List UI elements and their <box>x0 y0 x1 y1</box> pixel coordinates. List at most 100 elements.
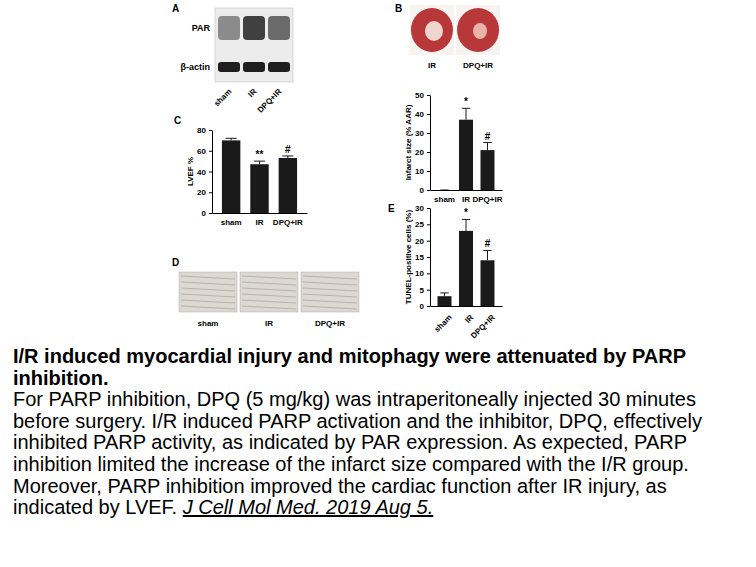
bar <box>438 190 452 191</box>
bar <box>459 120 473 190</box>
lane-label: DPQ+IR <box>256 87 284 115</box>
significance-mark: ** <box>256 149 264 160</box>
histology-label: sham <box>198 319 219 328</box>
heart-photo <box>456 5 500 55</box>
y-tick-mark <box>209 192 212 193</box>
error-stem <box>487 250 488 260</box>
error-bar <box>254 161 265 164</box>
bar-chart: **#020406080shamIRDPQ+IRLVEF % <box>186 126 308 227</box>
x-axis-line <box>213 213 308 214</box>
error-cap <box>483 250 491 251</box>
plot-marks <box>440 108 494 190</box>
par-band <box>218 16 240 40</box>
x-tick: IR <box>463 306 475 325</box>
histology-field <box>240 272 298 312</box>
tissue-fiber <box>303 294 357 297</box>
tissue-fiber <box>181 300 235 303</box>
error-bar <box>483 250 491 260</box>
y-tick-label: 30 <box>415 129 424 138</box>
x-tick-label: sham <box>433 313 454 334</box>
significance-mark: # <box>485 131 491 142</box>
x-tick: sham <box>221 213 242 227</box>
tissue-fiber <box>303 288 357 291</box>
error-cap <box>254 161 265 162</box>
photo-label: DPQ+IR <box>463 61 493 70</box>
x-tick-label: sham <box>221 218 242 227</box>
y-tick-label: 40 <box>415 110 424 119</box>
y-axis-title: Infarct size (% AAR) <box>404 104 413 180</box>
heart-slice <box>457 8 499 52</box>
tissue-fiber <box>181 276 235 279</box>
significance-mark: # <box>485 238 491 249</box>
x-tick: DPQ+IR <box>472 190 502 204</box>
blot <box>215 8 293 82</box>
caption-title: I/R induced myocardial injury and mitoph… <box>13 346 747 389</box>
heart-photo <box>410 5 454 55</box>
caption: I/R induced myocardial injury and mitoph… <box>13 346 747 519</box>
error-stem <box>466 108 467 119</box>
y-tick-label: 0 <box>420 186 425 195</box>
y-tick-mark <box>427 257 430 258</box>
error-cap <box>462 219 470 220</box>
y-axis: 01020304050 <box>415 91 430 195</box>
histology-label: DPQ+IR <box>315 319 345 328</box>
y-tick-mark <box>427 224 430 225</box>
y-axis-line <box>212 131 213 214</box>
tissue-fiber <box>303 282 357 285</box>
histology-field <box>301 272 359 312</box>
panel-letter: A <box>172 3 179 14</box>
y-tick: 20 <box>415 148 430 157</box>
y-tick: 20 <box>197 188 212 197</box>
y-tick: 30 <box>415 204 430 213</box>
y-tick: 10 <box>415 269 430 278</box>
histology-field <box>179 272 237 312</box>
y-tick-mark <box>427 273 430 274</box>
bar <box>250 164 268 213</box>
blot-membrane <box>215 8 293 82</box>
y-tick-mark <box>209 172 212 173</box>
tissue-fiber <box>303 306 357 309</box>
tissue-fiber <box>181 288 235 291</box>
panel-letter: B <box>395 3 402 14</box>
y-tick-label: 80 <box>197 126 206 135</box>
tissue-fiber <box>242 300 296 303</box>
bar <box>481 150 495 190</box>
error-stem <box>466 219 467 230</box>
y-tick-label: 50 <box>415 91 424 100</box>
y-axis-title: LVEF % <box>186 157 195 186</box>
significance-mark: # <box>285 144 291 155</box>
y-tick-label: 60 <box>197 147 206 156</box>
photo-frame <box>456 5 500 55</box>
blot-row-label: β-actin <box>181 62 211 72</box>
y-tick: 0 <box>420 186 430 195</box>
y-tick-label: 0 <box>202 209 207 218</box>
y-axis-line <box>430 96 431 191</box>
tissue-fiber <box>242 276 296 279</box>
y-tick-mark <box>427 114 430 115</box>
error-bar <box>440 293 448 296</box>
y-tick: 40 <box>197 168 212 177</box>
x-tick: IR <box>256 213 264 227</box>
y-tick-mark <box>427 241 430 242</box>
y-tick-mark <box>427 190 430 191</box>
bar-chart: *#051015202530shamIRDPQ+IRTUNEL-positive… <box>404 204 503 340</box>
histology-image <box>240 272 298 312</box>
error-cap <box>440 190 448 191</box>
error-bar <box>226 138 237 140</box>
error-bar <box>440 190 448 191</box>
bar <box>279 158 297 213</box>
actin-band <box>268 62 290 72</box>
histology-image <box>179 272 237 312</box>
y-tick: 0 <box>420 302 430 311</box>
error-cap <box>462 108 470 109</box>
tissue-fiber <box>242 282 296 285</box>
x-tick-label: IR <box>256 218 264 227</box>
bar <box>222 140 240 213</box>
tissue-fiber <box>242 294 296 297</box>
y-axis: 051015202530 <box>415 204 430 311</box>
y-tick: 30 <box>415 129 430 138</box>
y-tick: 25 <box>415 220 430 229</box>
y-tick-mark <box>427 95 430 96</box>
bar <box>481 260 495 306</box>
y-tick: 15 <box>415 253 430 262</box>
